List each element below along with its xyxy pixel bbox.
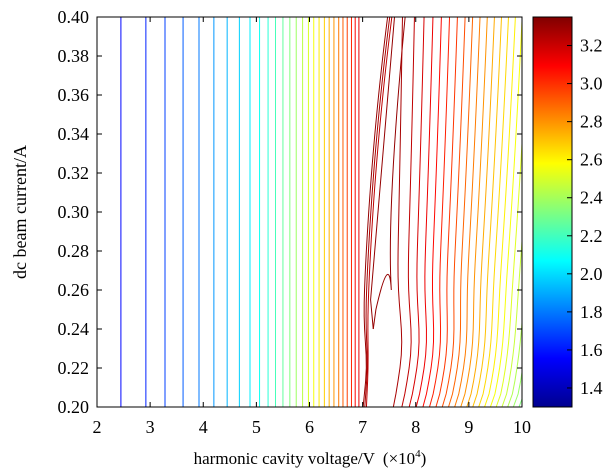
- contour-line-right: [454, 17, 481, 407]
- colorbar-tick-label: 2.0: [580, 264, 603, 284]
- x-tick-label: 5: [252, 417, 261, 437]
- y-tick-label: 0.28: [58, 241, 90, 261]
- colorbar-tick-label: 2.4: [580, 188, 603, 208]
- contour-line-right: [466, 17, 495, 407]
- contour-line-right: [460, 17, 488, 407]
- x-axis-label-exponent: 4: [415, 448, 421, 460]
- colorbar-tick-label: 2.2: [580, 226, 603, 246]
- contour-line-ridge-left: [364, 17, 391, 407]
- y-tick-label: 0.38: [58, 46, 90, 66]
- x-tick-label: 10: [513, 417, 531, 437]
- x-tick-label: 4: [199, 417, 208, 437]
- contour-lines: [120, 17, 522, 407]
- y-tick-label: 0.40: [58, 7, 90, 27]
- x-tick-label: 6: [305, 417, 314, 437]
- colorbar-tick-label: 3.0: [580, 74, 603, 94]
- colorbar: [532, 16, 573, 408]
- contour-line-right: [489, 17, 522, 407]
- x-axis-label-text: harmonic cavity voltage/V: [194, 449, 376, 468]
- contour-line-right: [507, 316, 522, 407]
- contour-line-right: [429, 17, 451, 407]
- x-axis-label-close: ): [421, 449, 427, 468]
- contour-line-right: [478, 17, 509, 407]
- colorbar-tick-label: 2.8: [580, 112, 603, 132]
- y-tick-label: 0.24: [58, 319, 90, 339]
- contour-line-right: [472, 17, 503, 407]
- contour-line-ridge-left: [362, 17, 389, 407]
- contour-line-right: [415, 17, 434, 407]
- contour-line-right: [401, 17, 415, 407]
- contour-line-ridge-left: [365, 17, 393, 407]
- contour-line-right: [422, 17, 442, 407]
- x-tick-label: 3: [146, 417, 155, 437]
- y-tick-label: 0.34: [58, 124, 90, 144]
- y-tick-label: 0.32: [58, 163, 90, 183]
- x-tick-label: 9: [464, 417, 473, 437]
- y-tick-label: 0.20: [58, 397, 90, 417]
- contour-line-notch: [372, 17, 406, 330]
- colorbar-tick-label: 1.6: [580, 340, 603, 360]
- contour-line-right: [392, 17, 403, 407]
- colorbar-tick-label: 1.8: [580, 302, 603, 322]
- y-axis-label: dc beam current/A: [10, 145, 30, 279]
- contour-line-right: [408, 17, 425, 407]
- y-tick-label: 0.30: [58, 202, 90, 222]
- x-axis: 2 3 4 5 6 7 8 9 10: [93, 17, 531, 437]
- contour-line-right: [435, 17, 458, 407]
- y-tick-label: 0.22: [58, 358, 90, 378]
- colorbar-ticks: 1.4 1.6 1.8 2.0 2.2 2.4 2.6 2.8 3.0 3.2: [567, 36, 603, 398]
- contour-line-right: [501, 234, 522, 407]
- y-tick-label: 0.36: [58, 85, 90, 105]
- x-axis-label: harmonic cavity voltage/V (×104): [194, 448, 427, 468]
- plot-area: [97, 17, 522, 407]
- contour-line-right: [484, 17, 516, 407]
- y-tick-label: 0.26: [58, 280, 90, 300]
- contour-line-notch: [370, 17, 395, 330]
- y-axis: 0.20 0.22 0.24 0.26 0.28 0.30 0.32 0.34 0.36 0.38…: [58, 7, 522, 417]
- x-tick-label: 2: [93, 417, 102, 437]
- x-tick-label: 7: [358, 417, 367, 437]
- colorbar-tick-label: 1.4: [580, 378, 603, 398]
- contour-line-right: [441, 17, 466, 407]
- colorbar-tick-label: 3.2: [580, 36, 603, 56]
- colorbar-tick-label: 2.6: [580, 150, 603, 170]
- x-tick-label: 8: [411, 417, 420, 437]
- x-axis-label-multiplier: (×10: [383, 449, 415, 468]
- contour-line-right: [448, 17, 474, 407]
